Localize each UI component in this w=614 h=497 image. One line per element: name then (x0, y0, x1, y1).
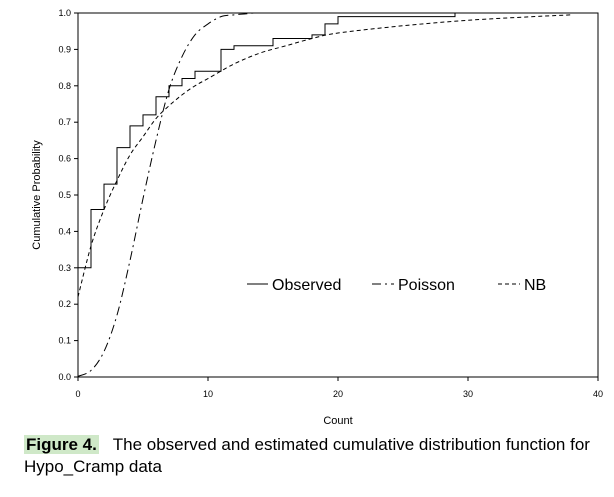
caption-text: The observed and estimated cumulative di… (24, 435, 590, 476)
x-tick-label: 20 (333, 389, 343, 399)
y-axis-ticks: 0.0 0.1 0.2 0.3 0.4 0.5 0.6 0.7 0.8 0.9 1.0 (58, 8, 78, 382)
y-tick-label: 0.0 (58, 372, 71, 382)
series-line-observed (78, 13, 456, 269)
legend: Observed Poisson NB (247, 277, 546, 294)
y-tick-label: 0.1 (58, 336, 71, 346)
y-tick-label: 0.9 (58, 44, 71, 54)
plot-frame (77, 12, 599, 378)
x-tick-label: 0 (75, 389, 80, 399)
y-tick-label: 0.5 (58, 190, 71, 200)
legend-label-poisson: Poisson (398, 277, 455, 294)
legend-label-nb: NB (524, 277, 546, 294)
x-tick-label: 30 (463, 389, 473, 399)
figure-label: Figure 4. (24, 435, 99, 454)
y-tick-label: 0.3 (58, 263, 71, 273)
series-line-poisson (77, 12, 468, 377)
cdf-chart: 0.0 0.1 0.2 0.3 0.4 0.5 0.6 0.7 0.8 0.9 1.0 0 10 20 3… (31, 8, 603, 427)
y-tick-label: 0.7 (58, 117, 71, 127)
legend-label-observed: Observed (272, 277, 341, 294)
y-tick-label: 0.6 (58, 154, 71, 164)
x-axis-ticks: 0 10 20 30 40 (75, 377, 603, 399)
y-axis-title: Cumulative Probability (31, 140, 43, 250)
series-line-nb (77, 14, 573, 298)
y-tick-label: 0.2 (58, 299, 71, 309)
y-tick-label: 0.8 (58, 81, 71, 91)
figure-caption: Figure 4. The observed and estimated cum… (24, 434, 604, 478)
series-group (77, 12, 573, 377)
x-axis-title: Count (323, 415, 352, 427)
x-tick-label: 10 (203, 389, 213, 399)
y-tick-label: 1.0 (58, 8, 71, 18)
y-tick-label: 0.4 (58, 226, 71, 236)
x-tick-label: 40 (593, 389, 603, 399)
